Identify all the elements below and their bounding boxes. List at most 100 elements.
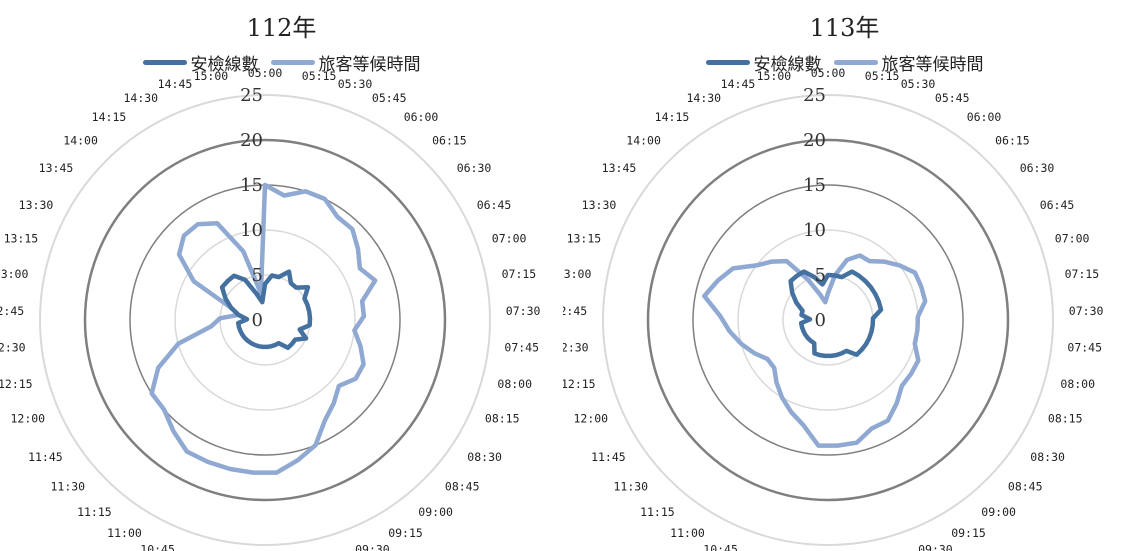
grid-circle <box>39 94 491 546</box>
category-label: 12:15 <box>563 377 596 391</box>
category-label: 09:30 <box>355 543 390 551</box>
category-label: 12:30 <box>0 341 26 355</box>
radial-tick-label: 20 <box>240 130 263 151</box>
legend-item: 旅客等候時間 <box>833 50 984 75</box>
category-label: 05:00 <box>248 66 283 80</box>
category-label: 14:45 <box>721 77 756 91</box>
radial-tick-label: 25 <box>803 85 826 106</box>
category-label: 08:45 <box>1008 479 1043 493</box>
category-label: 08:15 <box>1048 412 1083 426</box>
category-label: 06:15 <box>432 133 467 147</box>
legend-swatch-security-lanes <box>705 59 750 65</box>
chart-panel-112: 112年 安檢線數 旅客等候時間 0 5 10 15 20 25 05:00 05:15 05:… <box>0 14 563 551</box>
radial-tick-label: 15 <box>240 175 263 196</box>
radial-tick-label: 10 <box>803 220 826 241</box>
grid-circle <box>83 138 447 502</box>
category-label: 10:45 <box>140 543 175 551</box>
legend-swatch-wait-time <box>270 59 315 65</box>
grid-circle <box>737 229 919 411</box>
category-label: 11:45 <box>28 450 63 464</box>
category-label: 06:00 <box>967 110 1002 124</box>
category-label: 12:00 <box>10 412 45 426</box>
category-label: 07:00 <box>1055 232 1090 246</box>
category-label: 08:30 <box>467 450 502 464</box>
category-label: 08:15 <box>485 412 520 426</box>
category-label: 13:00 <box>0 267 28 281</box>
radial-tick-label: 20 <box>803 130 826 151</box>
radial-tick-label: 5 <box>815 265 826 286</box>
category-label: 06:30 <box>1020 161 1055 175</box>
category-label: 08:30 <box>1030 450 1065 464</box>
category-label: 06:45 <box>1040 198 1075 212</box>
category-label: 11:00 <box>670 526 705 540</box>
grid-circle <box>602 94 1054 546</box>
category-label: 12:45 <box>563 304 587 318</box>
category-label: 12:00 <box>573 412 608 426</box>
chart-title: 112年 <box>246 14 317 42</box>
category-label: 12:45 <box>0 304 24 318</box>
category-label: 09:00 <box>418 505 453 519</box>
chart-panel-113: 113年 安檢線數 旅客等候時間 0 5 10 15 20 25 05:00 05:15 05:… <box>563 0 1126 551</box>
radial-tick-label: 0 <box>252 310 263 331</box>
category-label: 14:00 <box>626 133 661 147</box>
category-label: 05:15 <box>302 69 337 83</box>
category-label: 14:15 <box>655 110 690 124</box>
category-label: 14:15 <box>92 110 127 124</box>
category-label: 13:30 <box>582 198 617 212</box>
category-label: 06:15 <box>995 133 1030 147</box>
category-label: 11:00 <box>107 526 142 540</box>
category-label: 07:15 <box>502 267 537 281</box>
legend-swatch-wait-time <box>833 59 878 65</box>
category-label: 13:00 <box>563 267 591 281</box>
category-label: 06:00 <box>404 110 439 124</box>
category-label: 11:15 <box>77 505 112 519</box>
grid-circle <box>174 229 356 411</box>
legend-label: 安檢線數 <box>190 54 259 75</box>
category-label: 07:30 <box>1069 304 1104 318</box>
grid-circle <box>692 184 964 456</box>
category-label: 13:30 <box>19 198 54 212</box>
legend-label: 安檢線數 <box>753 54 822 75</box>
legend-item: 安檢線數 <box>705 50 822 75</box>
category-label: 06:45 <box>477 198 512 212</box>
category-label: 08:45 <box>445 479 480 493</box>
legend-item: 旅客等候時間 <box>270 50 421 75</box>
category-label: 10:45 <box>703 543 738 551</box>
category-label: 07:15 <box>1065 267 1100 281</box>
grid-circle <box>646 138 1010 502</box>
category-label: 11:30 <box>613 479 648 493</box>
category-label: 09:15 <box>388 526 423 540</box>
category-label: 13:45 <box>39 161 74 175</box>
category-label: 05:00 <box>811 66 846 80</box>
category-label: 07:00 <box>492 232 527 246</box>
category-label: 13:45 <box>602 161 637 175</box>
category-label: 13:15 <box>567 232 602 246</box>
legend: 安檢線數 旅客等候時間 <box>0 50 563 75</box>
category-label: 15:00 <box>194 69 229 83</box>
category-label: 15:00 <box>757 69 792 83</box>
category-label: 11:45 <box>591 450 626 464</box>
category-label: 14:30 <box>123 91 158 105</box>
legend-swatch-security-lanes <box>142 59 187 65</box>
radial-tick-label: 5 <box>252 265 263 286</box>
category-label: 13:15 <box>4 232 39 246</box>
category-label: 05:45 <box>372 91 407 105</box>
category-label: 09:15 <box>951 526 986 540</box>
category-label: 05:15 <box>865 69 900 83</box>
series-line <box>219 269 313 351</box>
category-label: 14:00 <box>63 133 98 147</box>
category-label: 12:15 <box>0 377 33 391</box>
legend-label: 旅客等候時間 <box>318 54 421 75</box>
legend-label: 旅客等候時間 <box>881 54 984 75</box>
category-label: 06:30 <box>457 161 492 175</box>
legend: 安檢線數 旅客等候時間 <box>563 50 1126 75</box>
radial-tick-label: 0 <box>815 310 826 331</box>
category-label: 11:15 <box>640 505 675 519</box>
category-label: 05:30 <box>901 77 936 91</box>
series-line <box>788 269 884 359</box>
category-label: 07:45 <box>504 341 539 355</box>
series-line <box>702 253 928 448</box>
category-label: 08:00 <box>1060 377 1095 391</box>
